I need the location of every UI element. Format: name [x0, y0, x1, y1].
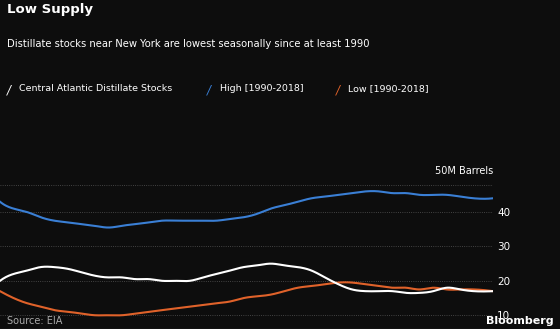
Text: Distillate stocks near New York are lowest seasonally since at least 1990: Distillate stocks near New York are lowe… — [7, 39, 369, 49]
Text: High [1990-2018]: High [1990-2018] — [220, 84, 303, 93]
Text: Low [1990-2018]: Low [1990-2018] — [348, 84, 429, 93]
Text: Low Supply: Low Supply — [7, 3, 93, 16]
Text: Central Atlantic Distillate Stocks: Central Atlantic Distillate Stocks — [19, 84, 172, 93]
Text: /: / — [336, 84, 340, 97]
Text: Source: EIA: Source: EIA — [7, 316, 62, 326]
Text: Bloomberg: Bloomberg — [486, 316, 553, 326]
Text: /: / — [207, 84, 211, 97]
Text: 50M Barrels: 50M Barrels — [435, 166, 493, 176]
Text: /: / — [7, 84, 11, 97]
